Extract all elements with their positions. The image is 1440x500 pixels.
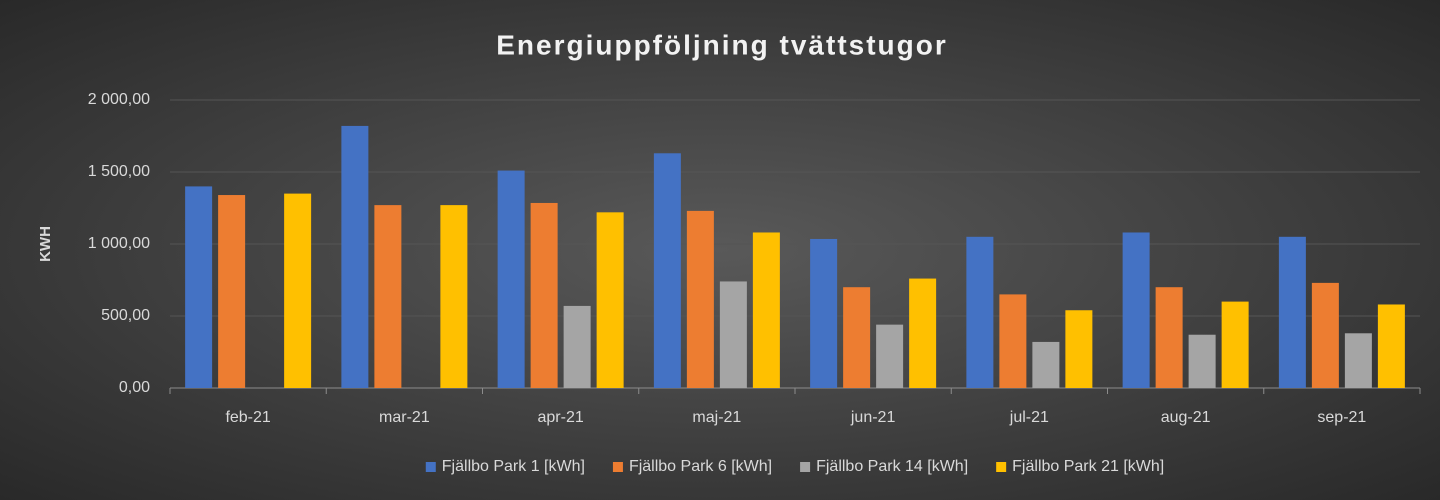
y-tick-label: 500,00 bbox=[101, 307, 150, 324]
bar bbox=[1377, 304, 1405, 388]
bar bbox=[530, 202, 558, 388]
y-tick-label: 0,00 bbox=[119, 379, 150, 396]
bar bbox=[719, 281, 747, 388]
bar bbox=[440, 205, 468, 388]
bar bbox=[218, 195, 246, 388]
bar bbox=[1344, 333, 1372, 388]
y-tick-label: 2 000,00 bbox=[88, 91, 150, 108]
y-axis-label: KWH bbox=[37, 226, 54, 262]
bar bbox=[686, 210, 714, 388]
x-tick-label: aug-21 bbox=[1161, 409, 1211, 426]
bar bbox=[284, 193, 312, 388]
bar bbox=[497, 170, 525, 388]
x-tick-label: jul-21 bbox=[1009, 409, 1049, 426]
legend-label: Fjällbo Park 6 [kWh] bbox=[629, 458, 772, 475]
bar bbox=[966, 236, 994, 388]
bar bbox=[999, 294, 1027, 388]
legend-label: Fjällbo Park 1 [kWh] bbox=[442, 458, 585, 475]
bar bbox=[1155, 287, 1183, 388]
x-tick-label: feb-21 bbox=[225, 409, 270, 426]
x-tick-label: sep-21 bbox=[1317, 409, 1366, 426]
bar bbox=[341, 125, 369, 389]
legend-swatch bbox=[425, 462, 436, 472]
y-tick-label: 1 500,00 bbox=[88, 163, 150, 180]
bar bbox=[876, 324, 904, 388]
bar bbox=[563, 305, 591, 388]
x-tick-label: apr-21 bbox=[538, 409, 584, 426]
x-tick-label: mar-21 bbox=[379, 409, 430, 426]
x-tick-label: jun-21 bbox=[850, 409, 896, 426]
bar bbox=[185, 186, 213, 388]
y-tick-label: 1 000,00 bbox=[88, 235, 150, 252]
bar bbox=[1311, 282, 1339, 388]
bar bbox=[1032, 341, 1060, 388]
legend-swatch bbox=[800, 462, 811, 472]
bar bbox=[1278, 236, 1306, 388]
bar bbox=[810, 238, 838, 388]
chart-title: Energiuppföljning tvättstugor bbox=[496, 29, 948, 60]
bar bbox=[909, 278, 937, 388]
x-tick-label: maj-21 bbox=[692, 409, 741, 426]
bar bbox=[1188, 334, 1216, 388]
legend-swatch bbox=[996, 462, 1007, 472]
bar bbox=[653, 153, 681, 388]
legend-swatch bbox=[612, 462, 623, 472]
bar bbox=[752, 232, 780, 388]
legend-label: Fjällbo Park 21 [kWh] bbox=[1012, 458, 1164, 475]
legend-label: Fjällbo Park 14 [kWh] bbox=[816, 458, 968, 475]
bar bbox=[596, 212, 624, 388]
bar bbox=[374, 205, 402, 388]
bar bbox=[1221, 301, 1249, 388]
bar bbox=[843, 287, 871, 388]
bar bbox=[1122, 232, 1150, 388]
bar bbox=[1065, 310, 1093, 388]
